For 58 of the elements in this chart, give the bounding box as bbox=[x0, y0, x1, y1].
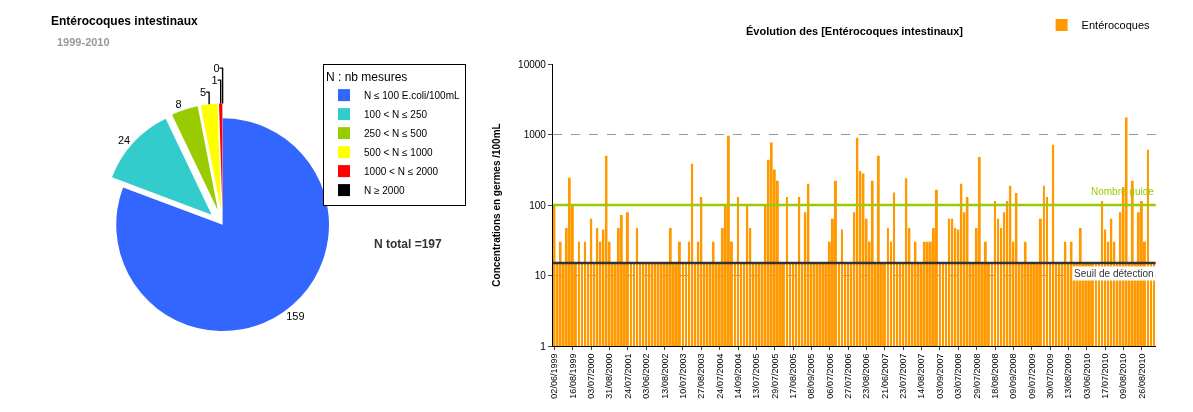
x-tick-label: 23/08/2006 bbox=[861, 353, 872, 399]
text: 0 bbox=[213, 62, 220, 75]
x-tick-label: 26/08/2010 bbox=[1136, 353, 1147, 399]
chart-title: Entérocoques intestinaux bbox=[51, 14, 199, 28]
x-tick-label: 03/06/2002 bbox=[641, 353, 652, 399]
data-label: 8 bbox=[175, 98, 182, 111]
x-tick-label: 17/07/2010 bbox=[1100, 353, 1111, 399]
chart-title: Évolution des [Entérocoques intestinaux] bbox=[746, 25, 964, 37]
legend-label: N ≤ 100 E.coli/100mL bbox=[364, 90, 460, 101]
x-tick-label: 09/08/2010 bbox=[1118, 353, 1129, 399]
x-tick-label: 14/09/2004 bbox=[732, 353, 743, 399]
x-tick-label: 23/07/2007 bbox=[898, 353, 909, 399]
x-tick-label: 13/08/2002 bbox=[659, 353, 670, 399]
x-tick-label: 27/07/2006 bbox=[843, 353, 854, 399]
chart-subtitle: 1999-2010 bbox=[57, 36, 110, 48]
legend-label: N ≥ 2000 bbox=[364, 185, 405, 196]
x-tick-label: 17/08/2005 bbox=[788, 353, 799, 399]
data-label: 5 bbox=[199, 86, 207, 99]
x-tick-label: 14/08/2007 bbox=[916, 353, 927, 399]
x-tick-label: 16/08/1999 bbox=[567, 353, 578, 399]
x-tick-label: 13/07/2005 bbox=[751, 353, 762, 399]
data-label: 24 bbox=[117, 134, 131, 147]
text: N total =197 bbox=[374, 237, 443, 251]
x-tick-label: 03/07/2008 bbox=[953, 353, 964, 399]
x-tick-label: 24/07/2001 bbox=[622, 353, 633, 399]
x-tick-label: 03/07/2000 bbox=[586, 353, 597, 399]
x-tick-label: 02/06/1999 bbox=[549, 353, 560, 399]
legend-label: 1000 < N ≤ 2000 bbox=[364, 166, 439, 177]
x-tick-label: 29/07/2005 bbox=[769, 353, 780, 399]
y-tick-label: 10 bbox=[534, 270, 547, 281]
x-tick-label: 27/08/2003 bbox=[696, 353, 707, 399]
legend-label: 100 < N ≤ 250 bbox=[364, 109, 428, 120]
x-tick-label: 29/07/2008 bbox=[971, 353, 982, 399]
y-tick-label: 1 bbox=[540, 340, 547, 352]
x-tick-label: 08/09/2005 bbox=[806, 353, 817, 399]
y-tick-label: 10000 bbox=[518, 58, 547, 70]
y-tick-label: 1000 bbox=[523, 129, 547, 140]
legend-title: N : nb mesures bbox=[326, 69, 408, 84]
x-tick-label: 18/08/2008 bbox=[989, 353, 1000, 399]
legend-label: Entérocoques bbox=[1081, 19, 1150, 32]
legend-label: 500 < N ≤ 1000 bbox=[364, 147, 434, 158]
data-label: 1 bbox=[211, 74, 218, 87]
legend-label: 250 < N ≤ 500 bbox=[364, 128, 428, 139]
x-tick-label: 03/06/2010 bbox=[1081, 353, 1092, 399]
x-tick-label: 30/07/2009 bbox=[1044, 353, 1055, 399]
x-tick-label: 09/07/2009 bbox=[1026, 353, 1037, 399]
x-tick-label: 13/08/2009 bbox=[1063, 353, 1074, 399]
x-tick-label: 31/08/2000 bbox=[604, 353, 615, 399]
x-tick-label: 06/07/2006 bbox=[824, 353, 835, 399]
x-tick-label: 09/09/2008 bbox=[1008, 353, 1019, 399]
y-axis-title: Concentrations en germes /100mL bbox=[491, 123, 503, 287]
data-label: 159 bbox=[286, 310, 305, 323]
y-tick-label: 100 bbox=[529, 199, 547, 211]
ref-line-label: Seuil de détection bbox=[1074, 268, 1154, 279]
x-tick-label: 24/07/2004 bbox=[714, 353, 725, 399]
x-tick-label: 21/06/2007 bbox=[879, 353, 890, 399]
x-tick-label: 10/07/2003 bbox=[677, 353, 688, 399]
x-tick-label: 03/09/2007 bbox=[934, 353, 945, 399]
